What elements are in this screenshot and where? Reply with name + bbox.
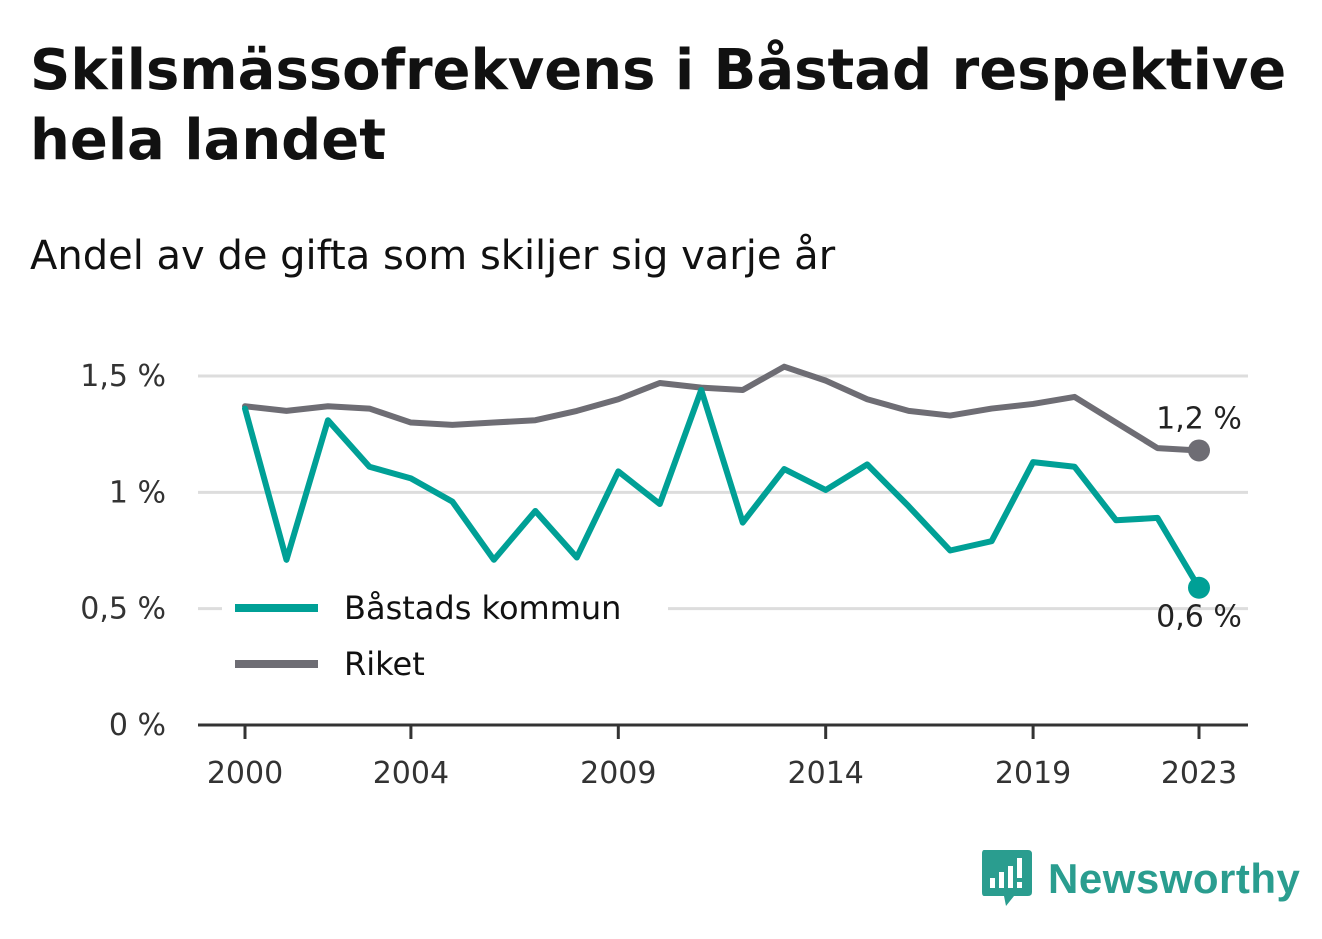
brand-name: Newsworthy xyxy=(1048,855,1301,902)
series-lines xyxy=(242,363,1210,599)
chart-title: Skilsmässofrekvens i Båstad respektive h… xyxy=(30,38,1287,173)
end-value-label: 1,2 % xyxy=(1156,401,1242,436)
legend-label: Båstads kommun xyxy=(344,589,621,627)
end-labels: 0,6 % 1,2 % xyxy=(1156,401,1242,634)
brand-logo: Newsworthy xyxy=(980,848,1300,910)
x-axis: 2000 2004 2009 2014 2019 2023 xyxy=(198,723,1248,791)
y-tick-label: 1,5 % xyxy=(80,359,166,394)
x-tick-label: 2009 xyxy=(580,756,656,791)
legend-label: Riket xyxy=(344,645,425,683)
y-tick-label: 1 % xyxy=(109,475,166,510)
end-value-label: 0,6 % xyxy=(1156,600,1242,635)
series-endpoint xyxy=(1188,576,1210,599)
legend: Båstads kommun Riket xyxy=(222,582,668,692)
x-tick-label: 2014 xyxy=(788,756,864,791)
x-tick-label: 2004 xyxy=(373,756,449,791)
chart-subtitle: Andel av de gifta som skiljer sig varje … xyxy=(30,233,836,279)
x-tick-label: 2000 xyxy=(207,756,283,791)
series-line xyxy=(242,386,1202,591)
bar-chart-speech-icon xyxy=(982,850,1032,906)
series-line xyxy=(242,363,1202,454)
grid-lines: 0 % 0,5 % 1 % 1,5 % xyxy=(80,359,1248,743)
y-tick-label: 0,5 % xyxy=(80,592,166,627)
series-endpoint xyxy=(1188,439,1210,462)
y-tick-label: 0 % xyxy=(109,708,166,743)
x-tick-label: 2019 xyxy=(995,756,1071,791)
legend-background xyxy=(222,582,668,692)
x-tick-label: 2023 xyxy=(1161,756,1237,791)
